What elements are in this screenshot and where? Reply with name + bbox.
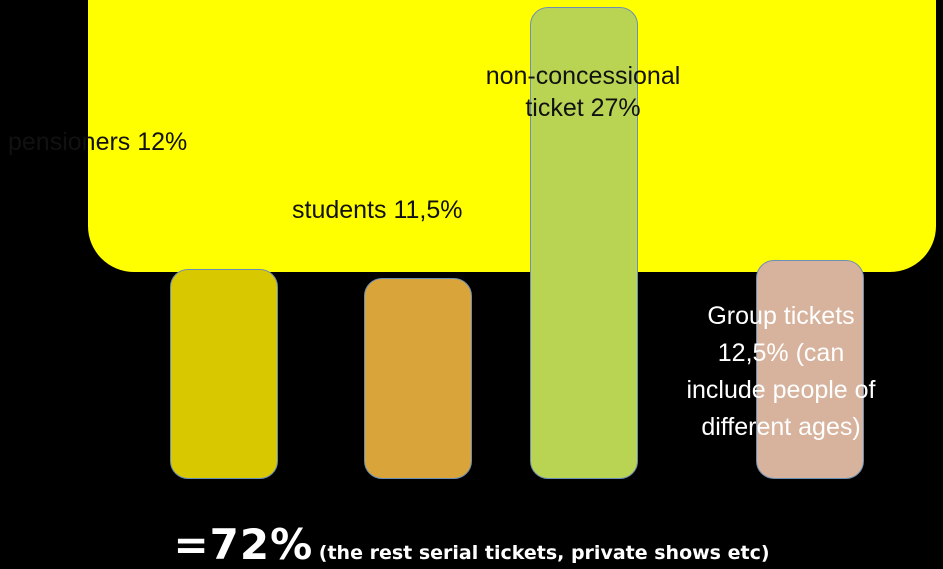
bar-label-non-concessional: non-concessional ticket 27%: [478, 60, 688, 124]
bar-label-line: include people of: [686, 376, 876, 404]
bar-label-line: Group tickets: [707, 302, 855, 330]
bar-label-line: pensioners 12%: [8, 128, 188, 156]
bar-students: [364, 277, 472, 479]
bar-label-line: non-concessional: [485, 62, 681, 90]
bar-label-pensioners: pensioners 12%: [8, 126, 187, 158]
bar-label-group-tickets: Group tickets 12,5% (can include people of…: [664, 298, 898, 446]
bar-group-tickets: [756, 260, 864, 479]
bar-label-line: different ages): [701, 413, 861, 441]
bar-pensioners: [170, 269, 278, 479]
total-note: (the rest serial tickets, private shows …: [318, 542, 770, 564]
bar-non-concessional: [530, 6, 638, 479]
total-summary: =72% (the rest serial tickets, private s…: [0, 520, 943, 569]
bar-label-line: 12,5% (can: [717, 339, 845, 367]
bar-label-line: students 11,5%: [292, 196, 463, 224]
highlight-panel: [88, 0, 936, 272]
bar-label-students: students 11,5%: [292, 194, 462, 226]
bar-label-line: ticket 27%: [525, 94, 641, 122]
total-value: =72%: [173, 520, 314, 569]
